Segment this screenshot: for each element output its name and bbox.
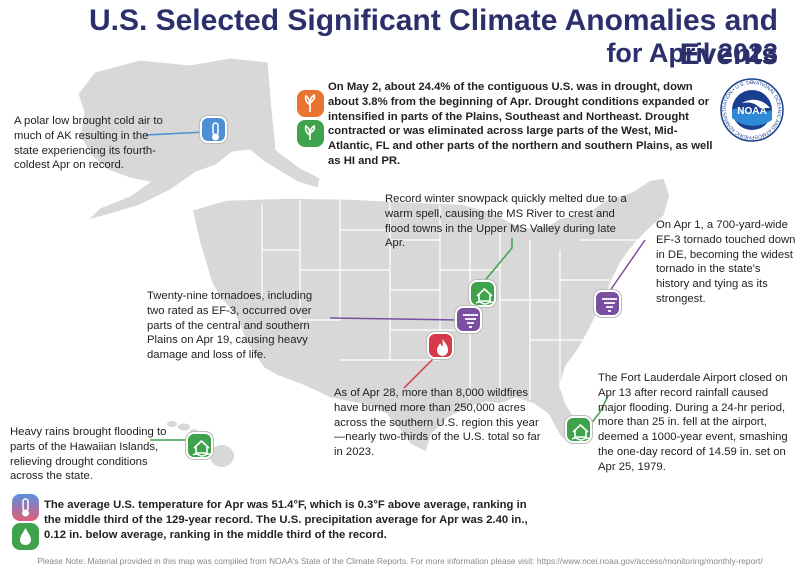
leader-snowpack — [481, 238, 513, 285]
footer-note: Please Note: Material provided in this m… — [37, 556, 763, 566]
thermometer-icon — [12, 494, 39, 521]
fort-lauderdale-note: The Fort Lauderdale Airport closed on Ap… — [598, 372, 788, 473]
tornado-icon — [455, 306, 482, 333]
flood-house-icon — [186, 432, 213, 459]
alaska-note: A polar low brought cold air to much of … — [14, 115, 163, 172]
page-subtitle: for April 2023 — [606, 38, 778, 68]
flood-house-icon — [469, 280, 496, 307]
leader-delaware — [606, 239, 646, 296]
leader-tornadoes — [329, 317, 461, 321]
drought-note-text2: Drought contracted or was eliminated acr… — [328, 110, 713, 167]
precipitation-icon — [12, 523, 39, 550]
page-title: U.S. Selected Significant Climate Anomal… — [88, 4, 778, 71]
alaska-shape — [77, 57, 321, 221]
thermometer-icon — [200, 116, 227, 143]
drought-note: On May 2, about 24.4% of the contiguous … — [328, 80, 718, 169]
tornado-icon — [594, 290, 621, 317]
delaware-note: On Apr 1, a 700-yard-wide EF-3 tornado t… — [656, 219, 796, 305]
noaa-logo-text: NOAA — [737, 106, 766, 117]
national-summary-note: The average U.S. temperature for Apr was… — [44, 499, 528, 541]
leader-fort-lauderdale — [589, 395, 609, 426]
hawaii-note: Heavy rains brought flooding to parts of… — [10, 426, 167, 483]
tornadoes-note: Twenty-nine tornadoes, including two rat… — [147, 290, 313, 362]
drought-icon — [297, 90, 324, 117]
flood-house-icon — [565, 416, 592, 443]
noaa-logo: NATIONAL OCEANIC AND ATMOSPHERIC ADMINIS… — [718, 74, 784, 142]
snowpack-note: Record winter snowpack quickly melted du… — [385, 193, 627, 250]
leader-wildfire — [403, 351, 441, 389]
leader-alaska — [145, 131, 206, 136]
wildfire-icon — [427, 332, 454, 359]
drought-note-text1: On May 2, about 24.4% of the contiguous … — [328, 81, 710, 123]
wildfire-note: As of Apr 28, more than 8,000 wildfires … — [334, 387, 541, 459]
wet-icon — [297, 120, 324, 147]
